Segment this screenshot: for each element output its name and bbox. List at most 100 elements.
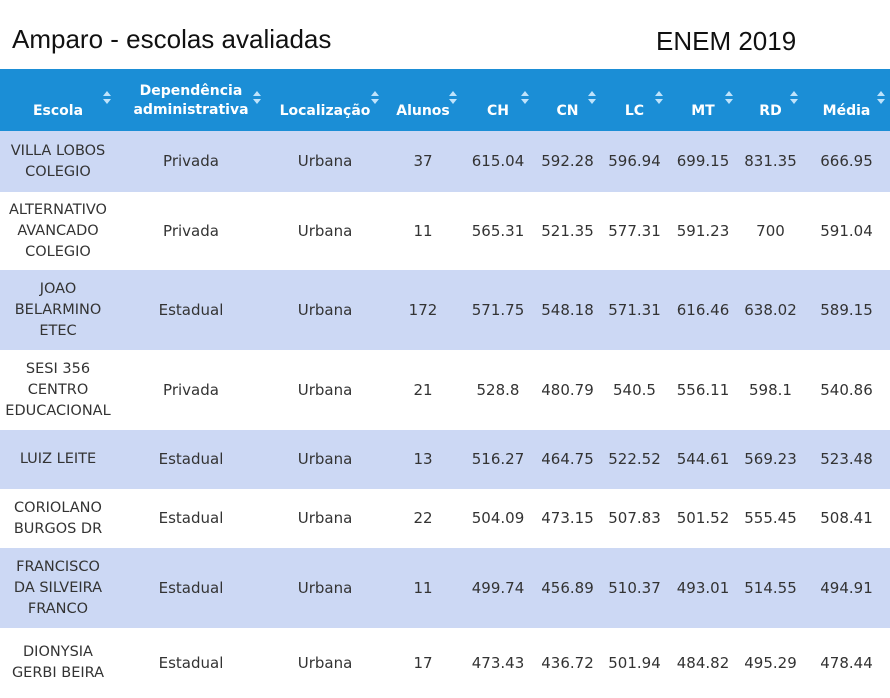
cell-rd: 831.35	[738, 131, 803, 192]
column-header-5[interactable]: CN	[534, 69, 601, 131]
sort-arrows-icon[interactable]	[655, 91, 663, 105]
cell-loc: Urbana	[266, 350, 384, 430]
column-header-6[interactable]: LC	[601, 69, 668, 131]
school-name-cell: FRANCISCO DA SILVEIRA FRANCO	[0, 548, 116, 628]
cell-cn: 456.89	[534, 548, 601, 628]
cell-ch: 565.31	[462, 192, 534, 270]
cell-ch: 504.09	[462, 489, 534, 548]
sort-arrows-icon[interactable]	[725, 91, 733, 105]
school-name-line: GERBI BEIRA	[11, 665, 105, 681]
cell-rd: 638.02	[738, 270, 803, 350]
school-name-line: ETEC	[39, 322, 77, 339]
page-subtitle: ENEM 2019	[656, 26, 797, 56]
table-row: ALTERNATIVO AVANCADO COLEGIO Privada Urbana 1…	[0, 192, 890, 270]
cell-lc: 596.94	[601, 131, 668, 192]
column-header-3[interactable]: Alunos	[384, 69, 462, 131]
school-name-line: FRANCISCO	[16, 558, 100, 575]
sort-arrows-icon[interactable]	[371, 91, 379, 105]
cell-alunos: 13	[384, 430, 462, 489]
cell-rd: 700	[738, 192, 803, 270]
school-name-line: COLEGIO	[25, 163, 91, 180]
cell-lc: 571.31	[601, 270, 668, 350]
column-header-7[interactable]: MT	[668, 69, 738, 131]
cell-ch: 473.43	[462, 628, 534, 698]
cell-mt: 616.46	[668, 270, 738, 350]
table-body: VILLA LOBOS COLEGIO Privada Urbana 37 615.04 5…	[0, 131, 890, 698]
school-name-line: SESI 356	[25, 360, 91, 377]
schools-table: Escola Dependência administrativa Localizaç…	[0, 69, 890, 698]
table-row: JOAO BELARMINO ETEC Estadual Urbana 172 571.75…	[0, 270, 890, 350]
column-header-2[interactable]: Localização	[266, 69, 384, 131]
sort-arrows-icon[interactable]	[588, 91, 596, 105]
school-name-line: BURGOS DR	[13, 520, 103, 537]
column-header-label: Alunos	[396, 102, 450, 119]
cell-cn: 480.79	[534, 350, 601, 430]
column-header-1[interactable]: Dependência administrativa	[116, 69, 266, 131]
sort-arrows-icon[interactable]	[253, 91, 261, 105]
cell-mt: 484.82	[668, 628, 738, 698]
sort-arrows-icon[interactable]	[449, 91, 457, 105]
cell-cn: 592.28	[534, 131, 601, 192]
cell-dep: Privada	[116, 350, 266, 430]
cell-ch: 615.04	[462, 131, 534, 192]
sort-arrows-icon[interactable]	[521, 91, 529, 105]
column-header-label-line2: administrativa	[133, 102, 249, 118]
sort-arrows-icon[interactable]	[103, 91, 111, 105]
school-name-line: FRANCO	[27, 600, 89, 617]
cell-media: 478.44	[803, 628, 890, 698]
table-header-row: Escola Dependência administrativa Localizaç…	[0, 69, 890, 131]
school-name-line: ALTERNATIVO	[9, 201, 107, 218]
page-title: Amparo - escolas avaliadas	[12, 24, 332, 54]
school-name-line: EDUCACIONAL	[5, 402, 111, 419]
cell-cn: 521.35	[534, 192, 601, 270]
column-header-9[interactable]: Média	[803, 69, 890, 131]
column-header-label: Localização	[279, 102, 371, 119]
column-header-4[interactable]: CH	[462, 69, 534, 131]
cell-loc: Urbana	[266, 131, 384, 192]
column-header-0[interactable]: Escola	[0, 69, 116, 131]
cell-loc: Urbana	[266, 270, 384, 350]
school-name-line: CORIOLANO	[14, 499, 102, 516]
cell-alunos: 17	[384, 628, 462, 698]
cell-loc: Urbana	[266, 548, 384, 628]
school-name-line: CENTRO	[27, 381, 89, 398]
cell-dep: Estadual	[116, 548, 266, 628]
cell-ch: 571.75	[462, 270, 534, 350]
cell-alunos: 172	[384, 270, 462, 350]
school-name-line: DA SILVEIRA	[13, 579, 103, 596]
cell-mt: 699.15	[668, 131, 738, 192]
school-name-line: BELARMINO	[14, 301, 102, 318]
table-row: DIONYSIA GERBI BEIRA Estadual Urbana 17 473.4…	[0, 628, 890, 698]
cell-lc: 522.52	[601, 430, 668, 489]
cell-dep: Estadual	[116, 430, 266, 489]
cell-rd: 514.55	[738, 548, 803, 628]
cell-dep: Estadual	[116, 628, 266, 698]
cell-cn: 464.75	[534, 430, 601, 489]
cell-rd: 555.45	[738, 489, 803, 548]
sort-arrows-icon[interactable]	[790, 91, 798, 105]
table-row: CORIOLANO BURGOS DR Estadual Urbana 22 504.09…	[0, 489, 890, 548]
column-header-8[interactable]: RD	[738, 69, 803, 131]
column-header-label: CH	[487, 102, 509, 119]
cell-rd: 569.23	[738, 430, 803, 489]
school-name-cell: ALTERNATIVO AVANCADO COLEGIO	[0, 192, 116, 270]
cell-media: 508.41	[803, 489, 890, 548]
column-header-label: CN	[556, 102, 579, 119]
cell-dep: Privada	[116, 192, 266, 270]
cell-media: 666.95	[803, 131, 890, 192]
cell-cn: 473.15	[534, 489, 601, 548]
cell-ch: 516.27	[462, 430, 534, 489]
cell-loc: Urbana	[266, 430, 384, 489]
cell-ch: 499.74	[462, 548, 534, 628]
table-row: LUIZ LEITE Estadual Urbana 13 516.27 464.75 52…	[0, 430, 890, 489]
sort-arrows-icon[interactable]	[877, 91, 885, 105]
cell-lc: 507.83	[601, 489, 668, 548]
cell-lc: 577.31	[601, 192, 668, 270]
cell-loc: Urbana	[266, 192, 384, 270]
cell-ch: 528.8	[462, 350, 534, 430]
cell-mt: 544.61	[668, 430, 738, 489]
cell-media: 589.15	[803, 270, 890, 350]
school-name-line: VILLA LOBOS	[10, 142, 106, 159]
column-header-label: Escola	[32, 102, 84, 119]
table-row: VILLA LOBOS COLEGIO Privada Urbana 37 615.04 5…	[0, 131, 890, 192]
